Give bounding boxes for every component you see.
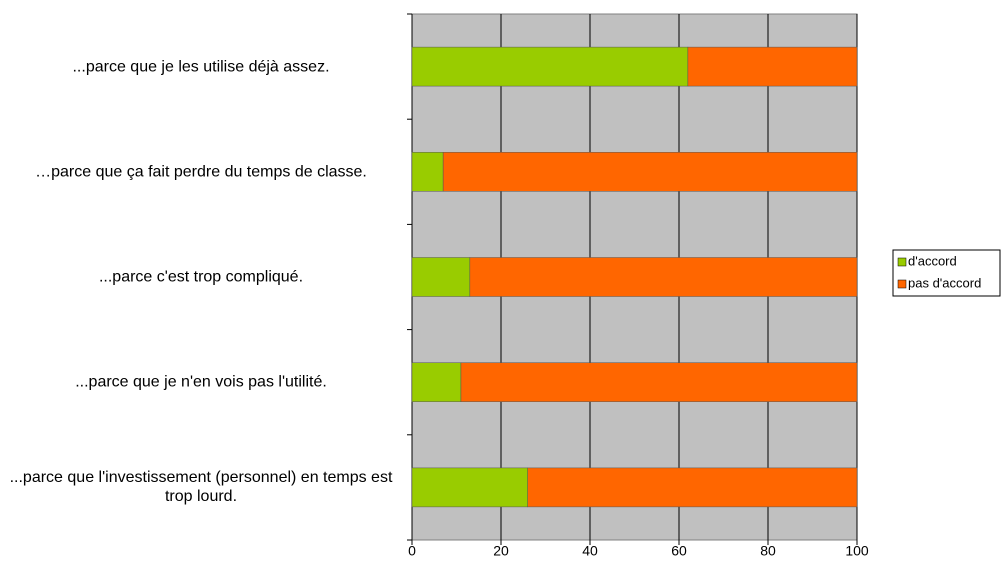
x-tick-label: 80 — [760, 543, 776, 559]
y-tick-label: ...parce c'est trop compliqué. — [98, 268, 304, 286]
bar — [687, 46, 858, 87]
bar — [411, 152, 444, 192]
legend-label: d'accord — [908, 253, 957, 268]
x-tick-label: 20 — [493, 543, 509, 559]
bar — [527, 467, 858, 508]
bar — [460, 362, 858, 402]
bar — [411, 467, 528, 508]
legend-swatch — [897, 279, 907, 289]
bar — [469, 257, 858, 297]
legend-box — [892, 249, 1001, 297]
x-tick-label: 100 — [845, 543, 869, 559]
y-tick-label: …parce que ça fait perdre du temps de cl… — [35, 163, 367, 181]
x-tick-label: 40 — [582, 543, 598, 559]
legend-swatch — [897, 257, 907, 267]
y-tick-label: ...parce que je n'en vois pas l'utilité. — [75, 373, 327, 391]
y-tick-label: ...parce que je les utilise déjà assez. — [72, 58, 330, 76]
x-tick-label: 60 — [671, 543, 687, 559]
bar — [411, 257, 471, 297]
bar — [411, 362, 462, 402]
y-tick-label: ...parce que l'investissement (personnel… — [9, 469, 393, 506]
x-tick-label: 0 — [408, 543, 416, 559]
bar — [442, 152, 858, 192]
legend-label: pas d'accord — [908, 275, 981, 290]
bar — [411, 46, 689, 87]
